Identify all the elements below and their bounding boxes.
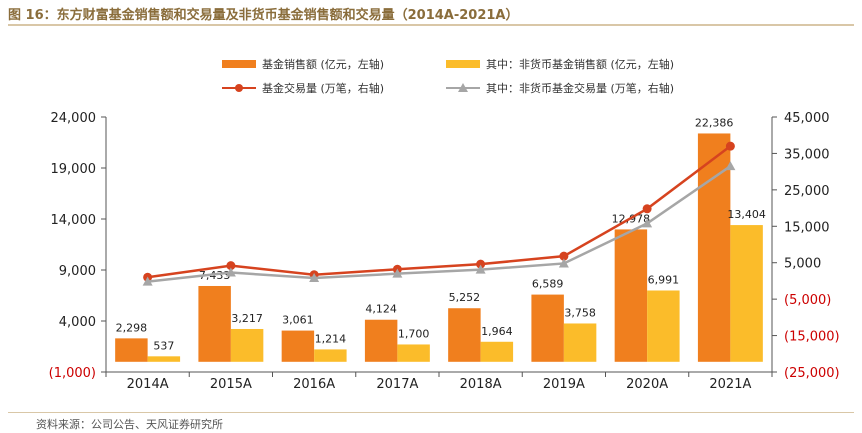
legend-swatch-fund-trades [222, 84, 256, 92]
legend-swatch-nonmoney-trades [446, 83, 480, 92]
legend-swatch-nonmoney-sales [446, 60, 480, 68]
point-fund-trades [725, 141, 735, 151]
bar-data-label: 3,217 [231, 312, 263, 325]
legend-label-nonmoney-sales: 其中：非货币基金销售额 (亿元，左轴) [486, 58, 675, 71]
x-axis-tick-label: 2020A [626, 377, 668, 392]
point-fund-trades [476, 259, 486, 269]
point-nonmoney-trades [309, 273, 320, 283]
left-axis-tick-label: 24,000 [51, 111, 97, 126]
legend-label-fund-sales: 基金销售额 (亿元，左轴) [262, 58, 385, 71]
point-fund-trades [559, 251, 569, 261]
line-fund-trades [147, 145, 732, 279]
bar-data-label: 1,964 [481, 325, 513, 338]
bar-nonmoney-sales [230, 328, 264, 362]
bar-data-label: 22,386 [695, 116, 734, 129]
right-axis-tick-label: (5,000) [784, 293, 831, 308]
left-axis-tick-label: 4,000 [59, 315, 96, 330]
bar-data-label: 3,758 [564, 306, 596, 319]
point-fund-trades [226, 261, 236, 271]
left-axis-tick-label: 19,000 [51, 162, 97, 177]
point-fund-trades [642, 204, 652, 214]
legend-nonmoney-trades: 其中：非货币基金交易量 (万笔，右轴) [446, 80, 674, 96]
title-divider [8, 24, 854, 26]
legend-fund-sales: 基金销售额 (亿元，左轴) [222, 56, 384, 72]
bar-data-label: 3,061 [282, 314, 314, 327]
right-axis-tick-label: (25,000) [784, 366, 840, 381]
bar-nonmoney-sales [147, 356, 181, 362]
right-axis-tick-label: 5,000 [784, 257, 821, 272]
left-axis-tick-label: 9,000 [59, 264, 96, 279]
x-axis-tick-label: 2021A [709, 377, 751, 392]
x-axis-tick-label: 2018A [460, 377, 502, 392]
x-axis-tick-label: 2016A [293, 377, 335, 392]
point-nonmoney-trades [225, 267, 236, 277]
bar-fund-sales [281, 330, 315, 362]
bar-nonmoney-sales [314, 349, 347, 362]
left-axis-tick-label: (1,000) [49, 366, 96, 381]
point-nonmoney-trades [475, 264, 486, 274]
bar-data-label: 537 [153, 339, 174, 352]
bar-nonmoney-sales [563, 323, 597, 362]
bar-data-label: 6,589 [532, 278, 564, 291]
point-nonmoney-trades [558, 258, 569, 268]
bar-fund-sales [115, 338, 148, 362]
right-axis-tick-label: 45,000 [784, 111, 830, 126]
legend-fund-trades: 基金交易量 (万笔，右轴) [222, 80, 384, 96]
bar-fund-sales [614, 229, 648, 362]
bar-nonmoney-sales [647, 290, 680, 362]
source-divider [8, 412, 854, 413]
chart-title: 图 16：东方财富基金销售额和交易量及非货币基金销售额和交易量（2014A-20… [8, 8, 519, 23]
x-axis-tick-label: 2017A [376, 377, 418, 392]
point-nonmoney-trades [725, 161, 736, 171]
point-nonmoney-trades [142, 276, 153, 286]
bar-nonmoney-sales [397, 344, 430, 362]
right-axis-tick-label: 35,000 [784, 147, 830, 162]
bar-data-label: 1,214 [315, 332, 347, 345]
line-nonmoney-trades [147, 165, 732, 283]
legend-label-nonmoney-trades: 其中：非货币基金交易量 (万笔，右轴) [486, 82, 675, 95]
bar-data-label: 13,404 [727, 208, 766, 221]
legend-label-fund-trades: 基金交易量 (万笔，右轴) [262, 82, 385, 95]
bar-data-label: 4,124 [365, 303, 397, 316]
bar-fund-sales [697, 133, 731, 362]
point-nonmoney-trades [392, 268, 403, 278]
bar-fund-sales [531, 294, 564, 362]
x-axis-tick-label: 2014A [127, 377, 169, 392]
x-axis-tick-label: 2019A [543, 377, 585, 392]
bar-nonmoney-sales [480, 341, 514, 362]
bar-fund-sales [364, 319, 398, 362]
bar-data-label: 6,991 [648, 273, 680, 286]
x-axis-tick-label: 2015A [210, 377, 252, 392]
bar-nonmoney-sales [730, 225, 763, 362]
right-axis-tick-label: (15,000) [784, 330, 840, 345]
bar-data-label: 2,298 [116, 321, 148, 334]
bar-fund-sales [448, 308, 481, 362]
bar-data-label: 1,700 [398, 327, 430, 340]
bar-data-label: 5,252 [449, 291, 481, 304]
bar-fund-sales [198, 285, 231, 362]
left-axis-tick-label: 14,000 [51, 213, 97, 228]
point-nonmoney-trades [642, 218, 653, 228]
right-axis-tick-label: 15,000 [784, 220, 830, 235]
source-note: 资料来源：公司公告、天风证券研究所 [36, 418, 223, 431]
legend-swatch-fund-sales [222, 60, 256, 68]
right-axis-tick-label: 25,000 [784, 184, 830, 199]
legend-nonmoney-sales: 其中：非货币基金销售额 (亿元，左轴) [446, 56, 674, 72]
